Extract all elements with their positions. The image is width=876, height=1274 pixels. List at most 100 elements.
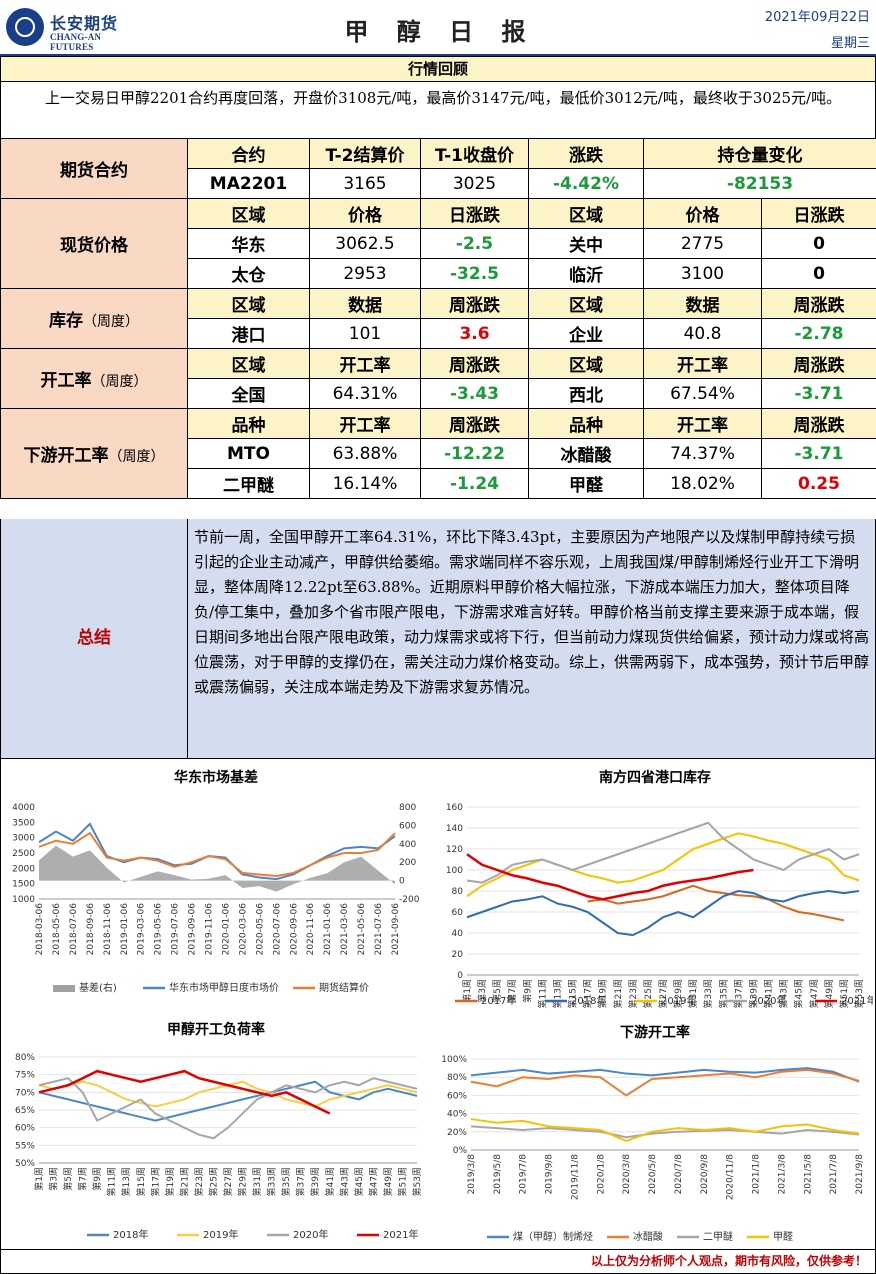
downstream-label-text: 下游开工率	[23, 446, 109, 466]
y-tick-label: 40%	[447, 1110, 467, 1120]
x-tick-label: 2021-01-06	[323, 903, 333, 956]
y-tick-label: 100	[446, 866, 463, 876]
legend-label: 2021年	[841, 994, 873, 1007]
spot-header: 日涨跌	[761, 198, 876, 229]
x-tick-label: 第29周	[237, 1167, 249, 1196]
downstream-header: 品种	[187, 408, 310, 439]
data-table: 期货合约 合约 T-2结算价 T-1收盘价 涨跌 持仓量变化 MA2201 31…	[0, 138, 876, 499]
x-tick-label: 2018-09-06	[86, 903, 96, 956]
series-line-3	[470, 1118, 860, 1142]
downstream-header: 周涨跌	[761, 408, 876, 439]
company-logo: 长安期货 CHANG-AN FUTURES	[6, 8, 136, 52]
x-tick-label: 第39周	[747, 979, 759, 1008]
operating-value: 64.31%	[309, 378, 421, 409]
spot-price: 3100	[643, 258, 762, 289]
spot-header: 价格	[643, 198, 762, 229]
x-tick-label: 2020/1/8	[596, 1154, 606, 1195]
x-tick-label: 第49周	[382, 1167, 394, 1196]
x-tick-label: 第31周	[251, 1167, 263, 1196]
downstream-header: 品种	[528, 408, 644, 439]
x-tick-label: 2021-07-06	[374, 903, 384, 956]
basis-chart: 华东市场基差 4000 3500 3000 2500 2000 1500 1000 800 60…	[1, 759, 431, 1004]
legend-label: 2021年	[383, 1228, 418, 1241]
series-line-0	[38, 1080, 418, 1122]
futures-header-oi: 持仓量变化	[643, 138, 876, 169]
y-tick-label: 70%	[15, 1088, 35, 1098]
x-tick-label: 第21周	[178, 1167, 190, 1196]
x-tick-label: 2019-03-06	[137, 903, 147, 956]
x-tick-label: 第47周	[808, 979, 820, 1008]
spot-change: -32.5	[420, 258, 529, 289]
operating-value: 67.54%	[643, 378, 762, 409]
futures-header-contract: 合约	[187, 138, 310, 169]
downstream-change: -1.24	[420, 468, 529, 499]
operating-region: 西北	[528, 378, 644, 409]
spot-price: 3062.5	[309, 228, 421, 259]
y-tick-label: 50%	[15, 1159, 35, 1169]
series-line-2	[470, 1125, 860, 1139]
market-review-text: 上一交易日甲醇2201合约再度回落，开盘价3108元/吨，最高价3147元/吨，…	[0, 82, 876, 138]
operating-header: 区域	[528, 348, 644, 379]
x-tick-label: 第33周	[266, 1167, 278, 1196]
futures-contract: MA2201	[187, 168, 310, 199]
inventory-label-note: （周度）	[83, 314, 139, 330]
x-tick-label: 2018-11-06	[103, 903, 113, 956]
futures-close-value: 3025	[420, 168, 529, 199]
x-tick-label: 第7周	[506, 979, 518, 1003]
spot-price: 2775	[643, 228, 762, 259]
x-tick-label: 2018-05-06	[52, 903, 62, 956]
report-header: 长安期货 CHANG-AN FUTURES 甲 醇 日 报 2021年09月22…	[0, 0, 876, 56]
chart-svg: 80% 75% 70% 65% 60% 55% 50%第1周 第3周 第5周 第7周 第9周 第11周…	[15, 1053, 423, 1241]
chart-title: 下游开工率	[620, 1025, 690, 1041]
futures-label: 期货合约	[0, 138, 188, 199]
downstream-product: MTO	[187, 438, 310, 469]
operating-header: 周涨跌	[761, 348, 876, 379]
spot-header: 区域	[528, 198, 644, 229]
x-tick-label: 第5周	[62, 1167, 74, 1191]
x-tick-label: 第7周	[77, 1167, 89, 1191]
x-tick-label: 第29周	[672, 979, 684, 1008]
downstream-value: 74.37%	[643, 438, 762, 469]
y-tick-label: 1000	[12, 895, 35, 905]
x-tick-label: 2019-11-06	[205, 903, 215, 956]
charts-area: 华东市场基差 4000 3500 3000 2500 2000 1500 1000 800 60…	[0, 759, 876, 1249]
futures-header-settle: T-2结算价	[309, 138, 421, 169]
y-tick-label: 4000	[12, 803, 35, 813]
operating-header: 区域	[187, 348, 310, 379]
logo-name-en: CHANG-AN FUTURES	[50, 32, 102, 52]
x-tick-label: 第45周	[353, 1167, 365, 1196]
x-tick-label: 第1周	[33, 1167, 45, 1191]
y-tick-label: 60	[452, 908, 464, 918]
legend-label: 期货结算价	[319, 981, 369, 994]
spot-change: 0	[761, 258, 876, 289]
x-tick-label: 第39周	[309, 1167, 321, 1196]
spot-header: 价格	[309, 198, 421, 229]
x-tick-label: 第41周	[324, 1167, 336, 1196]
series-line-2	[466, 832, 860, 898]
x-tick-label: 2020/3/8	[622, 1154, 632, 1195]
operating-label-note: （周度）	[91, 374, 148, 390]
x-tick-label: 第53周	[853, 979, 865, 1008]
legend-label: 2020年	[293, 1228, 328, 1241]
inventory-label-text: 库存	[49, 311, 83, 331]
y-tick-label: 40	[452, 929, 464, 939]
x-tick-label: 第31周	[687, 979, 699, 1008]
inventory-header: 数据	[309, 288, 421, 319]
y-tick-label: 0	[457, 971, 463, 981]
inventory-header: 数据	[643, 288, 762, 319]
legend-label: 2017年	[481, 994, 516, 1007]
chart-title: 甲醇开工负荷率	[167, 1022, 265, 1038]
downstream-product: 甲醛	[528, 468, 644, 499]
operating-change: -3.43	[420, 378, 529, 409]
x-tick-label: 2020/9/8	[700, 1154, 710, 1195]
y2-tick-label: -200	[399, 895, 420, 905]
x-tick-label: 2019/9/8	[545, 1154, 555, 1195]
x-tick-label: 第27周	[222, 1167, 234, 1196]
x-tick-label: 第51周	[396, 1167, 408, 1196]
series-area-basis	[39, 845, 395, 892]
y2-tick-label: 200	[399, 858, 416, 868]
summary-section: 总结 节前一周，全国甲醇开工率64.31%，环比下降3.43pt，主要原因为产地…	[0, 519, 876, 759]
legend-label: 基差(右)	[79, 981, 117, 994]
x-tick-label: 2021-03-06	[340, 903, 350, 956]
